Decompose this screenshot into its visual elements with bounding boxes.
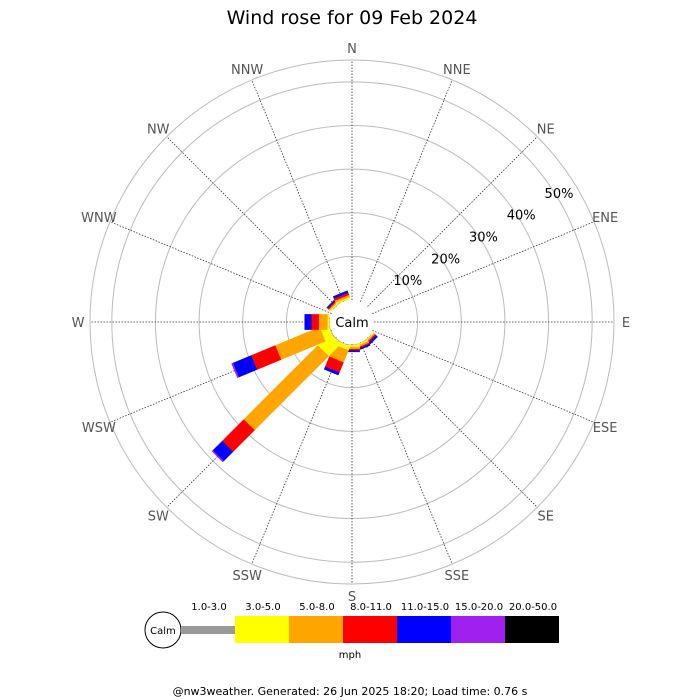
direction-labels: N NNE NE ENE E ESE SE SSE S SSW SW WSW W WNW NW NNW — [72, 42, 631, 605]
legend-label-bin-5: 15.0-20.0 — [455, 602, 503, 613]
ring-label-30: 30% — [469, 231, 498, 246]
direction-label-nne: NNE — [443, 63, 471, 78]
bar-w-bin-2 — [318, 314, 328, 330]
spoke-ese — [372, 330, 595, 423]
spoke-wnw — [109, 221, 332, 314]
direction-label-nw: NW — [147, 122, 170, 137]
bar-w-bin-3 — [310, 314, 319, 330]
direction-label-sse: SSE — [444, 569, 469, 584]
ring-labels: 10% 20% 30% 40% 50% — [393, 187, 573, 289]
legend-label-bin-2: 5.0-8.0 — [299, 602, 334, 613]
direction-label-ese: ESE — [593, 421, 618, 436]
calm-label: Calm — [335, 316, 368, 331]
legend-swatch-bin-1 — [235, 616, 289, 643]
ring-label-20: 20% — [431, 252, 460, 267]
calm-circle — [331, 301, 373, 343]
spoke-ne — [367, 136, 538, 307]
direction-label-wnw: WNW — [81, 211, 117, 226]
ring-10 — [285, 255, 419, 389]
legend-label-bin-1: 3.0-5.0 — [245, 602, 280, 613]
footer-text: @nw3weather. Generated: 26 Jun 2025 18:2… — [173, 685, 528, 698]
legend-swatches: 1.0-3.0 3.0-5.0 5.0-8.0 8.0-11.0 11.0-15.0 15… — [181, 602, 559, 643]
direction-label-ne: NE — [537, 122, 555, 137]
direction-spokes — [90, 60, 614, 584]
legend-swatch-bin-4 — [397, 616, 451, 643]
legend-label-bin-3: 8.0-11.0 — [350, 602, 392, 613]
wind-bars — [211, 290, 378, 463]
spoke-ene — [372, 221, 595, 314]
legend-swatch-bin-2 — [289, 616, 343, 643]
spoke-nne — [360, 79, 453, 302]
ring-label-10: 10% — [393, 274, 422, 289]
legend-label-bin-6: 20.0-50.0 — [509, 602, 557, 613]
direction-label-w: W — [72, 316, 85, 331]
spoke-se — [367, 337, 538, 508]
legend-calm-label: Calm — [150, 626, 176, 637]
direction-label-nnw: NNW — [231, 63, 263, 78]
bar-nnw-bin-4 — [332, 290, 349, 299]
ring-30 — [198, 168, 506, 476]
spoke-nw — [166, 136, 337, 307]
spoke-ssw — [251, 342, 344, 565]
direction-label-e: E — [622, 316, 630, 331]
bar-w-bin-1 — [327, 314, 330, 330]
bar-sw-bin-5 — [211, 450, 224, 463]
ring-50 — [111, 81, 593, 563]
direction-label-se: SE — [538, 510, 554, 525]
ring-outer — [89, 59, 615, 585]
ring-label-40: 40% — [507, 209, 536, 224]
spoke-sse — [360, 342, 453, 565]
direction-label-wsw: WSW — [82, 421, 116, 436]
chart-title: Wind rose for 09 Feb 2024 — [227, 7, 478, 29]
bar-wsw-bin-5 — [231, 362, 239, 379]
legend-swatch-bin-5 — [451, 616, 505, 643]
direction-label-n: N — [347, 42, 357, 57]
direction-label-sw: SW — [148, 510, 169, 525]
bar-ssw-bin-4 — [323, 366, 340, 376]
legend-swatch-bin-6 — [505, 616, 559, 643]
legend: Calm 1.0-3.0 3.0-5.0 5.0-8.0 8.0-11.0 11.0-1… — [144, 602, 559, 661]
ring-label-50: 50% — [545, 187, 574, 202]
bar-w-bin-4 — [304, 314, 312, 330]
legend-label-bin-4: 11.0-15.0 — [401, 602, 449, 613]
direction-label-s: S — [348, 590, 356, 605]
legend-swatch-bin-0 — [181, 626, 235, 634]
legend-swatch-bin-3 — [343, 616, 397, 643]
direction-label-ene: ENE — [592, 211, 618, 226]
spoke-nnw — [251, 79, 344, 302]
direction-label-ssw: SSW — [232, 569, 262, 584]
calm-center: Calm — [331, 301, 373, 343]
legend-unit: mph — [339, 650, 361, 661]
legend-label-bin-0: 1.0-3.0 — [191, 602, 226, 613]
